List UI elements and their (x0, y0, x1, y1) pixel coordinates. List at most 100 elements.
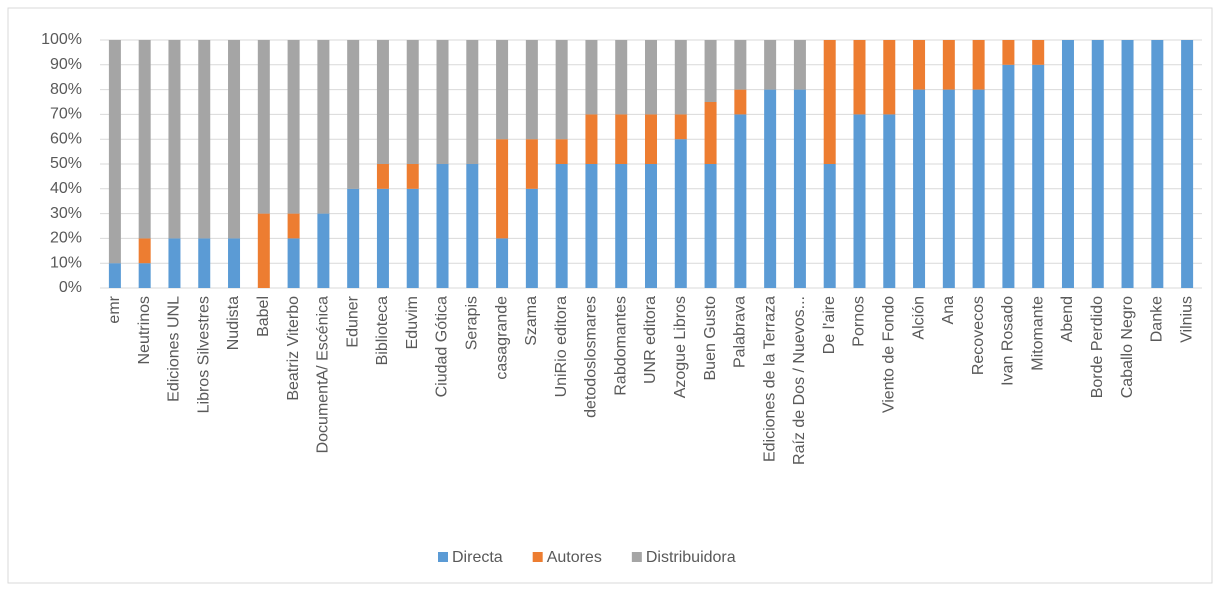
x-tick-label: Borde Perdido (1089, 296, 1106, 398)
x-tick-label: Eduvim (404, 296, 421, 349)
bar-segment (138, 40, 151, 239)
bar-segment (972, 89, 985, 288)
bar-segment (376, 40, 389, 164)
bar-segment (853, 114, 866, 289)
x-tick-label: Raíz de Dos / Nuevos... (791, 296, 808, 465)
x-tick-label: Eduner (344, 295, 361, 347)
x-tick-label: Serapis (464, 296, 481, 350)
bar-segment (972, 40, 985, 90)
bar-segment (645, 164, 657, 288)
bar-segment (496, 40, 509, 140)
x-tick-label: Nudista (225, 296, 242, 350)
x-tick-label: Pornos (851, 296, 868, 347)
x-tick-label: Babel (255, 296, 272, 337)
bar-segment (883, 40, 896, 115)
bar-segment (913, 40, 926, 90)
y-tick-label: 90% (50, 56, 82, 73)
y-tick-label: 20% (50, 230, 82, 247)
x-tick-label: UniRio editora (553, 296, 570, 397)
x-tick-label: Libros Silvestres (195, 296, 212, 413)
bar-segment (555, 164, 568, 288)
bar-segment (674, 114, 687, 140)
bar-segment (1002, 40, 1015, 65)
bar-segment (317, 40, 330, 214)
x-tick-label: Neutrinos (136, 296, 153, 364)
bar-segment (585, 164, 598, 288)
legend-swatch (438, 552, 448, 562)
bar-segment (466, 40, 479, 164)
bar-segment (436, 164, 449, 288)
bar-segment (466, 164, 479, 288)
bar-segment (317, 213, 330, 288)
bar-segment (108, 40, 121, 264)
bar-segment (228, 238, 241, 288)
bar-segment (525, 188, 538, 288)
bar-segment (1032, 40, 1045, 65)
y-tick-label: 60% (50, 130, 82, 147)
bar-segment (585, 114, 598, 164)
bar-segment (525, 40, 538, 140)
bar-segment (823, 40, 836, 164)
bar-segment (942, 89, 955, 288)
bar-segment (585, 40, 598, 115)
bar-segment (793, 89, 806, 288)
legend-label: Directa (452, 549, 503, 566)
legend-swatch (631, 552, 642, 562)
bar-segment (347, 188, 360, 288)
y-tick-label: 0% (59, 279, 82, 296)
bar-segment (674, 40, 687, 115)
bar-segment (704, 164, 717, 288)
bar-segment (555, 40, 568, 140)
bar-segment (615, 114, 628, 164)
bar-segment (1061, 40, 1074, 288)
y-tick-label: 10% (50, 254, 82, 271)
bar-segment (257, 213, 270, 288)
x-tick-label: Szama (523, 296, 540, 346)
x-tick-label: Viento de Fondo (880, 296, 897, 413)
bar-segment (1032, 64, 1045, 288)
legend-label: Autores (547, 549, 602, 566)
bar-segment (1121, 40, 1134, 288)
bar-segment (287, 238, 300, 288)
x-tick-label: detodoslosmares (583, 296, 600, 418)
x-tick-label: emr (106, 295, 123, 323)
chart-border (7, 7, 1213, 584)
x-tick-label: Mitomante (1029, 296, 1046, 371)
x-tick-label: Azogue Libros (672, 296, 689, 398)
legend-swatch (532, 552, 543, 562)
bar-segment (496, 139, 509, 239)
bar-segment (525, 139, 538, 189)
bar-segment (645, 114, 657, 164)
y-tick-label: 50% (50, 155, 82, 172)
x-tick-label: UNR editora (642, 296, 659, 384)
x-tick-label: Caballo Negro (1119, 296, 1136, 398)
x-tick-label: Rabdomantes (612, 296, 629, 396)
bar-segment (734, 114, 747, 289)
x-tick-label: Ediciones UNL (166, 296, 183, 402)
bar-segment (555, 139, 568, 164)
x-tick-label: Abend (1059, 296, 1076, 342)
x-tick-label: Alción (910, 296, 927, 340)
bar-segment (198, 40, 211, 239)
bar-segment (108, 263, 121, 288)
x-tick-label: Vilnius (1178, 296, 1195, 343)
bar-segment (615, 40, 628, 115)
bar-segment (883, 114, 896, 289)
bar-segment (674, 139, 687, 288)
y-tick-label: 70% (50, 106, 82, 123)
bar-segment (793, 40, 806, 90)
x-tick-label: De l'aire (821, 296, 838, 354)
bar-segment (1002, 64, 1015, 288)
x-tick-label: Biblioteca (374, 296, 391, 365)
x-tick-label: casagrande (493, 296, 510, 380)
legend-label: Distribuidora (646, 549, 736, 566)
bar-segment (198, 238, 211, 288)
x-tick-label: Ciudad Gótica (434, 296, 451, 397)
bar-segment (406, 40, 419, 164)
x-tick-label: Buen Gusto (702, 296, 719, 381)
bar-segment (138, 263, 151, 288)
bar-segment (853, 40, 866, 115)
bar-segment (823, 164, 836, 288)
bar-segment (406, 164, 419, 189)
